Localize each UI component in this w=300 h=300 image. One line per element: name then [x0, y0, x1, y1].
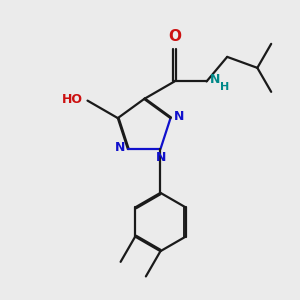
- Text: O: O: [168, 29, 181, 44]
- Text: HO: HO: [62, 93, 83, 106]
- Text: N: N: [115, 141, 125, 154]
- Text: N: N: [173, 110, 184, 123]
- Text: H: H: [220, 82, 229, 92]
- Text: N: N: [210, 73, 220, 85]
- Text: N: N: [156, 151, 166, 164]
